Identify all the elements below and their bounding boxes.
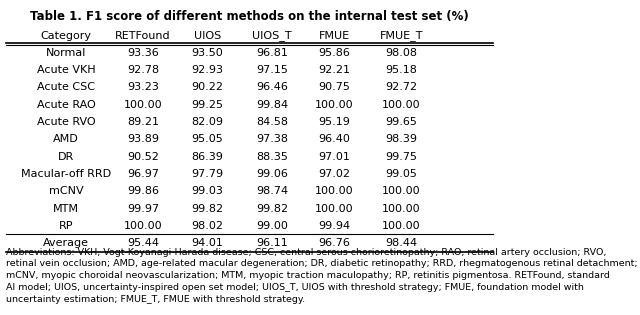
Text: 99.82: 99.82: [256, 203, 288, 214]
Text: 97.38: 97.38: [256, 134, 288, 144]
Text: 96.97: 96.97: [127, 169, 159, 179]
Text: 95.19: 95.19: [318, 117, 350, 127]
Text: 98.02: 98.02: [191, 221, 223, 231]
Text: 90.75: 90.75: [318, 82, 350, 92]
Text: 96.81: 96.81: [256, 48, 288, 58]
Text: 97.79: 97.79: [191, 169, 223, 179]
Text: RETFound: RETFound: [115, 31, 171, 41]
Text: 100.00: 100.00: [382, 186, 420, 196]
Text: 99.25: 99.25: [191, 100, 223, 110]
Text: 96.11: 96.11: [256, 238, 288, 248]
Text: 92.21: 92.21: [318, 65, 350, 75]
Text: 93.50: 93.50: [191, 48, 223, 58]
Text: 100.00: 100.00: [315, 100, 353, 110]
Text: Abbreviations: VKH, Vogt-Koyanagi-Harada disease; CSC, central serous chorioreti: Abbreviations: VKH, Vogt-Koyanagi-Harada…: [6, 248, 638, 304]
Text: 88.35: 88.35: [256, 152, 288, 162]
Text: 99.82: 99.82: [191, 203, 223, 214]
Text: 100.00: 100.00: [315, 186, 353, 196]
Text: 97.01: 97.01: [318, 152, 350, 162]
Text: 95.18: 95.18: [385, 65, 417, 75]
Text: 82.09: 82.09: [191, 117, 223, 127]
Text: 93.89: 93.89: [127, 134, 159, 144]
Text: 92.78: 92.78: [127, 65, 159, 75]
Text: 100.00: 100.00: [124, 100, 163, 110]
Text: 100.00: 100.00: [315, 203, 353, 214]
Text: 98.74: 98.74: [256, 186, 288, 196]
Text: 100.00: 100.00: [382, 221, 420, 231]
Text: 92.93: 92.93: [191, 65, 223, 75]
Text: FMUE: FMUE: [319, 31, 349, 41]
Text: 96.46: 96.46: [256, 82, 288, 92]
Text: 97.02: 97.02: [318, 169, 350, 179]
Text: 98.44: 98.44: [385, 238, 417, 248]
Text: 100.00: 100.00: [382, 203, 420, 214]
Text: 99.94: 99.94: [318, 221, 350, 231]
Text: 94.01: 94.01: [191, 238, 223, 248]
Text: 92.72: 92.72: [385, 82, 417, 92]
Text: 100.00: 100.00: [382, 100, 420, 110]
Text: mCNV: mCNV: [49, 186, 83, 196]
Text: Acute RVO: Acute RVO: [36, 117, 95, 127]
Text: DR: DR: [58, 152, 74, 162]
Text: 90.22: 90.22: [191, 82, 223, 92]
Text: 99.75: 99.75: [385, 152, 417, 162]
Text: 98.39: 98.39: [385, 134, 417, 144]
Text: 99.84: 99.84: [256, 100, 288, 110]
Text: UIOS: UIOS: [194, 31, 221, 41]
Text: 98.08: 98.08: [385, 48, 417, 58]
Text: RP: RP: [59, 221, 73, 231]
Text: AMD: AMD: [53, 134, 79, 144]
Text: 93.23: 93.23: [127, 82, 159, 92]
Text: 99.97: 99.97: [127, 203, 159, 214]
Text: 99.03: 99.03: [191, 186, 223, 196]
Text: 100.00: 100.00: [124, 221, 163, 231]
Text: 84.58: 84.58: [256, 117, 288, 127]
Text: 96.76: 96.76: [318, 238, 350, 248]
Text: Macular-off RRD: Macular-off RRD: [21, 169, 111, 179]
Text: 99.06: 99.06: [256, 169, 288, 179]
Text: FMUE_T: FMUE_T: [380, 30, 423, 41]
Text: Category: Category: [40, 31, 92, 41]
Text: Acute VKH: Acute VKH: [36, 65, 95, 75]
Text: UIOS_T: UIOS_T: [252, 30, 292, 41]
Text: Normal: Normal: [46, 48, 86, 58]
Text: 95.44: 95.44: [127, 238, 159, 248]
Text: 89.21: 89.21: [127, 117, 159, 127]
Text: MTM: MTM: [53, 203, 79, 214]
Text: Table 1. F1 score of different methods on the internal test set (%): Table 1. F1 score of different methods o…: [30, 10, 469, 23]
Text: 99.00: 99.00: [256, 221, 288, 231]
Text: 97.15: 97.15: [256, 65, 288, 75]
Text: 93.36: 93.36: [127, 48, 159, 58]
Text: Acute RAO: Acute RAO: [36, 100, 95, 110]
Text: 96.40: 96.40: [318, 134, 350, 144]
Text: 99.86: 99.86: [127, 186, 159, 196]
Text: Average: Average: [43, 238, 89, 248]
Text: Acute CSC: Acute CSC: [37, 82, 95, 92]
Text: 86.39: 86.39: [191, 152, 223, 162]
Text: 95.05: 95.05: [191, 134, 223, 144]
Text: 90.52: 90.52: [127, 152, 159, 162]
Text: 99.05: 99.05: [385, 169, 417, 179]
Text: 95.86: 95.86: [318, 48, 350, 58]
Text: 99.65: 99.65: [385, 117, 417, 127]
